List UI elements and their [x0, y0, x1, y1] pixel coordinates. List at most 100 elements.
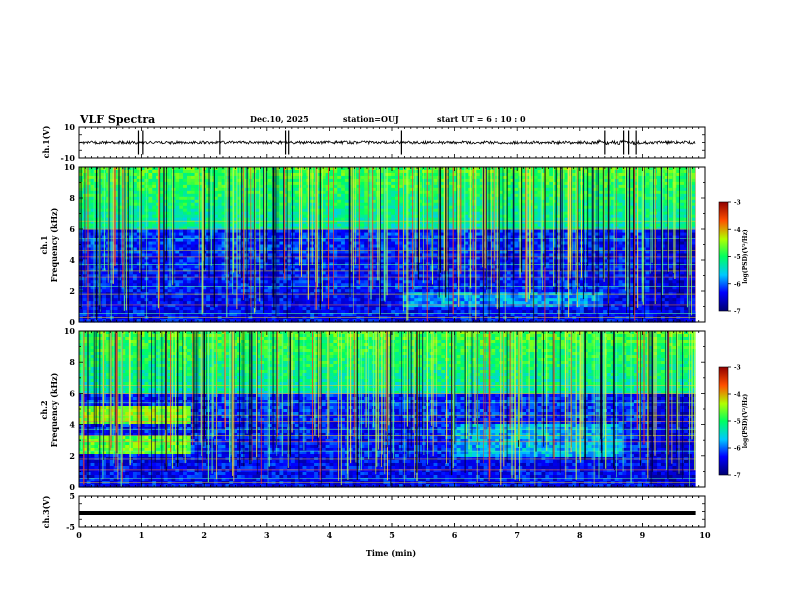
spectrogram-cell	[356, 193, 361, 198]
spectrogram-cell	[210, 253, 215, 258]
spectrogram-cell	[599, 232, 604, 237]
spectrogram-cell	[198, 253, 203, 258]
spectrogram-cell	[522, 202, 527, 207]
spectrogram-cell	[290, 187, 296, 192]
spectrogram-cell	[136, 229, 142, 234]
spectrogram-cell	[371, 211, 377, 216]
spectrogram-cell	[464, 172, 469, 177]
spectrogram-cell	[109, 178, 115, 183]
spectrogram-cell	[387, 217, 392, 222]
spectrogram-cell	[425, 181, 431, 186]
spectrogram-cell	[637, 175, 643, 180]
spectrogram-cell	[614, 241, 620, 246]
spectrogram-cell	[506, 175, 512, 180]
spectrogram-cell	[136, 205, 142, 210]
spectrogram-cell	[395, 175, 400, 180]
spectrogram-cell	[283, 184, 288, 189]
spectrogram-cell	[553, 241, 558, 246]
station-label: station=OUJ	[343, 114, 399, 124]
spectrogram-cell	[633, 196, 639, 201]
spectrogram-cell	[448, 223, 454, 228]
spectrogram-cell	[622, 217, 627, 222]
spectrogram-cell	[333, 169, 338, 174]
spectrogram-cell	[267, 238, 273, 243]
spectrogram-cell	[159, 253, 165, 258]
spectrogram-cell	[321, 190, 327, 195]
spectrogram-cell	[356, 187, 361, 192]
spectrogram-cell	[356, 244, 361, 249]
spectrogram-cell	[267, 181, 273, 186]
spectrogram-cell	[233, 226, 238, 231]
spectrogram-cell	[344, 187, 350, 192]
spectrogram-cell	[526, 250, 531, 255]
spectrogram-cell	[109, 238, 115, 243]
spectrogram-cell	[564, 223, 570, 228]
spectrogram-cell	[368, 235, 373, 240]
spectrogram-cell	[418, 199, 423, 204]
spectrogram-cell	[622, 184, 627, 189]
spectrogram-cell	[321, 229, 327, 234]
spectrogram-cell	[587, 175, 593, 180]
spectrogram-cell	[383, 244, 388, 249]
spectrogram-cell	[448, 205, 454, 210]
spectrogram-cell	[325, 169, 331, 174]
spectrogram-cell	[333, 226, 338, 231]
spectrogram-cell	[360, 226, 365, 231]
spectrogram-cell	[256, 167, 261, 171]
spectrogram-cell	[641, 175, 647, 180]
spectrogram-cell	[221, 217, 227, 222]
spectrogram-cell	[186, 217, 192, 222]
spectrogram-cell	[267, 211, 273, 216]
spectrogram-cell	[614, 196, 620, 201]
spectrogram-cell	[113, 193, 119, 198]
spectrogram-cell	[633, 244, 639, 249]
spectrogram-cell	[360, 190, 365, 195]
spectrogram-cell	[441, 229, 446, 234]
spectrogram-cell	[475, 250, 481, 255]
spectrogram-cell	[229, 208, 234, 213]
spectrogram-cell	[321, 250, 327, 255]
spectrogram-cell	[572, 238, 577, 243]
spectrogram-cell	[379, 205, 385, 210]
spectrogram-cell	[633, 217, 639, 222]
spectrogram-cell	[163, 167, 169, 171]
spectrogram-cell	[487, 172, 492, 177]
spectrogram-cell	[680, 181, 685, 186]
spectrogram-cell	[383, 232, 388, 237]
spectrogram-cell	[229, 202, 234, 207]
spectrogram-cell	[580, 196, 585, 201]
spectrogram-cell	[549, 253, 554, 258]
spectrogram-cell	[109, 205, 115, 210]
spectrogram-cell	[580, 223, 585, 228]
spectrogram-cell	[645, 167, 650, 171]
spectrogram-cell	[580, 169, 585, 174]
spectrogram-cell	[267, 244, 273, 249]
spectrogram-cell	[125, 178, 130, 183]
spectrogram-cell	[475, 187, 481, 192]
spectrogram-cell	[190, 167, 196, 171]
spectrogram-cell	[210, 193, 215, 198]
spectrogram-cell	[472, 167, 477, 171]
spectrogram-cell	[279, 241, 284, 246]
spectrogram-cell	[475, 175, 481, 180]
spectrogram-cell	[152, 178, 157, 183]
spectrogram-cell	[549, 190, 554, 195]
spectrogram-cell	[622, 223, 627, 228]
spectrogram-cell	[90, 238, 96, 243]
spectrogram-cell	[545, 208, 550, 213]
spectrogram-cell	[260, 178, 265, 183]
spectrogram-cell	[329, 247, 334, 252]
spectrogram-cell	[595, 244, 600, 249]
spectrogram-cell	[637, 223, 643, 228]
spectrogram-cell	[109, 244, 115, 249]
spectrogram-cell	[664, 199, 670, 204]
spectrogram-cell	[298, 235, 304, 240]
spectrogram-cell	[109, 199, 115, 204]
spectrogram-cell	[591, 226, 597, 231]
spectrogram-cell	[553, 214, 558, 219]
spectrogram-cell	[491, 226, 496, 231]
spectrogram-cell	[599, 241, 604, 246]
spectrogram-cell	[583, 223, 589, 228]
spectrogram-cell	[109, 172, 115, 177]
spectrogram-cell	[287, 175, 292, 180]
